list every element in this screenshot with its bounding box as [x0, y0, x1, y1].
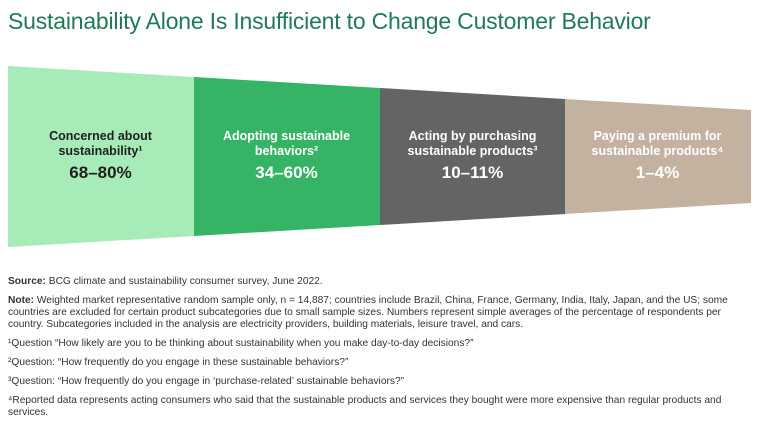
footnote-4: ⁴Reported data represents acting consume… — [8, 395, 722, 418]
funnel-shapes — [8, 66, 751, 247]
footnote-1: ¹Question “How likely are you to be thin… — [8, 338, 474, 349]
stage-label: Paying a premium for sustainable product… — [591, 129, 724, 158]
funnel-diagram: Concerned about sustainability¹ 68–80% A… — [8, 66, 751, 247]
funnel-segment-concerned — [8, 66, 194, 247]
funnel-segment-adopting — [194, 77, 380, 236]
stage-label: Acting by purchasing sustainable product… — [407, 129, 538, 158]
stage-value: 34–60% — [255, 163, 318, 182]
footnote-2: ²Question: “How frequently do you engage… — [8, 357, 349, 368]
stage-concerned: Concerned about sustainability¹ 68–80% — [8, 66, 193, 247]
stage-premium: Paying a premium for sustainable product… — [565, 66, 750, 247]
stage-label: Concerned about sustainability¹ — [49, 129, 152, 158]
funnel-segment-acting — [380, 88, 565, 225]
stage-value: 68–80% — [69, 163, 132, 182]
page-title: Sustainability Alone Is Insufficient to … — [8, 8, 651, 34]
footnote-3: ³Question: “How frequently do you engage… — [8, 376, 405, 387]
footnotes-section: Source: BCG climate and sustainability c… — [8, 276, 758, 426]
stage-adopting: Adopting sustainable behaviors² 34–60% — [194, 66, 379, 247]
stage-value: 1–4% — [635, 163, 680, 182]
funnel-segment-premium — [565, 99, 751, 214]
stage-label: Adopting sustainable behaviors² — [222, 129, 351, 158]
method-note: Note: Weighted market representative ran… — [8, 295, 728, 330]
stage-value: 10–11% — [441, 163, 504, 182]
stage-acting: Acting by purchasing sustainable product… — [380, 66, 565, 247]
source-note: Source: BCG climate and sustainability c… — [8, 276, 323, 287]
